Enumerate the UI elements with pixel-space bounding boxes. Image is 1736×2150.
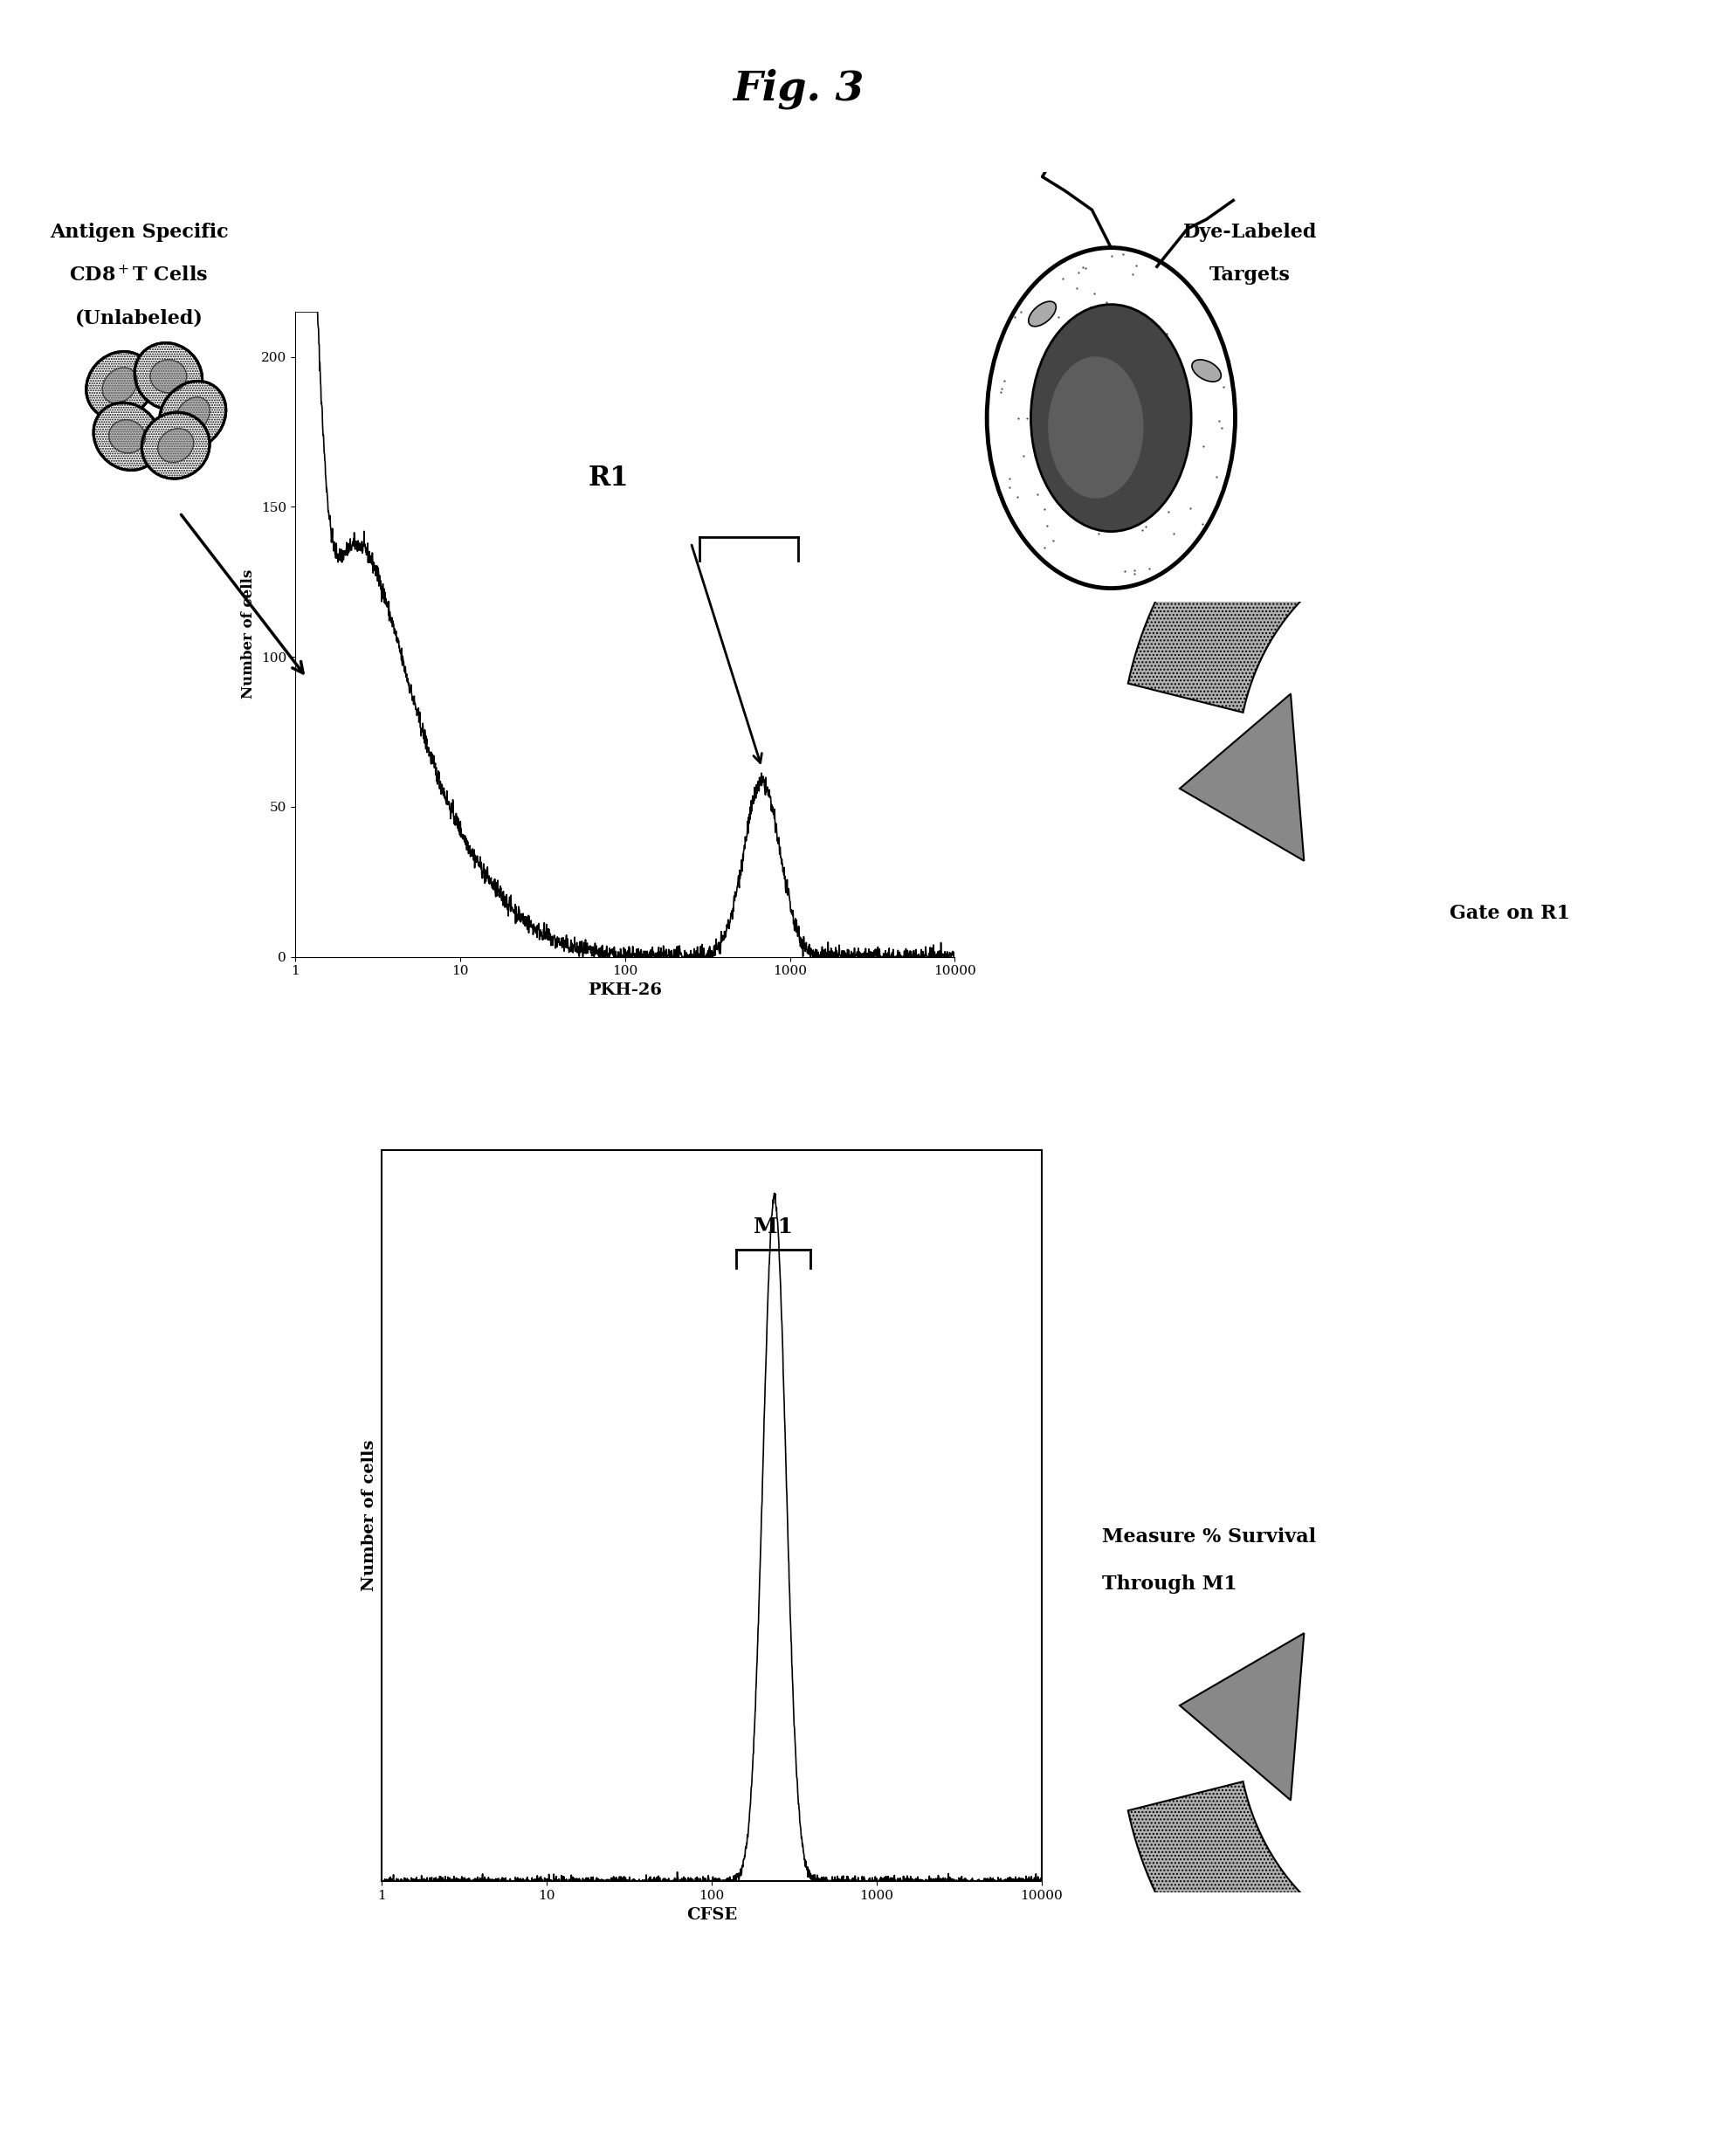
- Ellipse shape: [109, 419, 146, 454]
- Text: CD8$^+$T Cells: CD8$^+$T Cells: [69, 264, 208, 286]
- Text: Fig. 3: Fig. 3: [733, 69, 865, 110]
- Ellipse shape: [1028, 301, 1055, 327]
- Text: Gate on R1: Gate on R1: [1450, 905, 1569, 922]
- Text: Antigen Specific: Antigen Specific: [50, 224, 227, 241]
- Ellipse shape: [102, 368, 137, 402]
- Polygon shape: [1128, 408, 1736, 725]
- Ellipse shape: [1049, 357, 1144, 499]
- Text: (Unlabeled): (Unlabeled): [75, 310, 203, 327]
- Ellipse shape: [87, 350, 153, 419]
- Ellipse shape: [988, 247, 1236, 589]
- Ellipse shape: [142, 413, 210, 479]
- Text: Through M1: Through M1: [1102, 1576, 1238, 1593]
- Ellipse shape: [160, 381, 226, 449]
- Polygon shape: [1180, 694, 1304, 860]
- Ellipse shape: [158, 428, 194, 462]
- Text: M1: M1: [753, 1217, 793, 1238]
- Ellipse shape: [135, 342, 201, 411]
- Polygon shape: [1128, 1769, 1736, 2085]
- Ellipse shape: [94, 402, 161, 471]
- Text: Targets: Targets: [1210, 267, 1290, 284]
- Text: Measure % Survival: Measure % Survival: [1102, 1529, 1316, 1546]
- Ellipse shape: [151, 359, 187, 393]
- Y-axis label: Number of cells: Number of cells: [361, 1440, 377, 1591]
- X-axis label: PKH-26: PKH-26: [589, 983, 661, 998]
- Text: R1: R1: [589, 464, 628, 492]
- Y-axis label: Number of cells: Number of cells: [241, 570, 257, 699]
- Text: Dye-Labeled: Dye-Labeled: [1182, 224, 1318, 241]
- Ellipse shape: [1031, 305, 1191, 531]
- Polygon shape: [1180, 1634, 1304, 1800]
- Ellipse shape: [175, 398, 210, 434]
- X-axis label: CFSE: CFSE: [686, 1907, 738, 1922]
- Ellipse shape: [1193, 359, 1220, 383]
